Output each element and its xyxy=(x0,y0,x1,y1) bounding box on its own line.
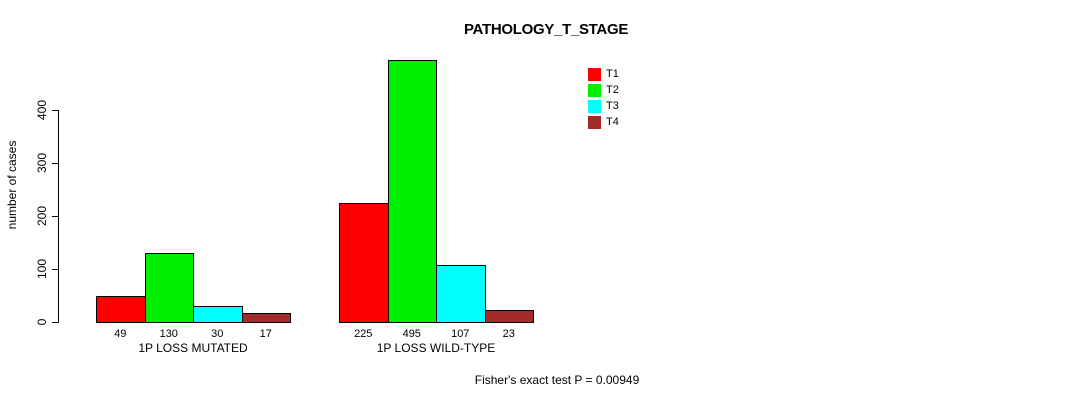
y-tick-mark xyxy=(52,163,58,164)
bar-value-label: 107 xyxy=(451,328,470,340)
y-tick-mark xyxy=(52,110,58,111)
y-axis-line xyxy=(58,110,59,323)
legend-item-t1: T1 xyxy=(588,66,619,82)
bar-value-label: 130 xyxy=(159,328,178,340)
legend-item-t3: T3 xyxy=(588,98,619,114)
chart-title: PATHOLOGY_T_STAGE xyxy=(463,21,629,38)
legend-swatch-t2 xyxy=(588,83,601,97)
footnote-text: Fisher's exact test P = 0.00949 xyxy=(474,373,640,387)
legend-item-t2: T2 xyxy=(588,82,619,98)
group-axis-label: 1P LOSS WILD-TYPE xyxy=(376,341,496,355)
y-tick-label: 100 xyxy=(35,258,49,280)
legend-label-t2: T2 xyxy=(606,83,619,96)
bar-value-label: 495 xyxy=(402,328,421,340)
bar-value-label: 17 xyxy=(259,328,272,340)
bar-t2-wildtype xyxy=(387,60,437,323)
bar-t1-wildtype xyxy=(339,203,389,323)
y-tick-label: 0 xyxy=(35,318,49,326)
legend-label-t1: T1 xyxy=(606,67,619,80)
y-tick-mark xyxy=(52,216,58,217)
legend-swatch-t1 xyxy=(588,67,601,81)
bar-t4-wildtype xyxy=(484,310,534,323)
group-axis-label: 1P LOSS MUTATED xyxy=(138,341,248,355)
bar-value-label: 225 xyxy=(354,328,373,340)
legend-swatch-t3 xyxy=(588,99,601,113)
y-tick-label: 200 xyxy=(35,205,49,227)
bar-value-label: 23 xyxy=(502,328,515,340)
bar-value-label: 49 xyxy=(114,328,127,340)
y-tick-label: 400 xyxy=(35,99,49,121)
bar-t4-mutated xyxy=(241,313,291,323)
legend-label-t3: T3 xyxy=(606,99,619,112)
legend-label-t4: T4 xyxy=(606,115,619,128)
bar-t3-wildtype xyxy=(436,265,486,323)
legend-swatch-t4 xyxy=(588,115,601,129)
bar-t2-mutated xyxy=(144,253,194,323)
legend: T1 T2 T3 T4 xyxy=(588,66,619,130)
y-axis-label: number of cases xyxy=(5,140,19,230)
legend-item-t4: T4 xyxy=(588,114,619,130)
bar-t1-mutated xyxy=(96,296,146,323)
y-tick-mark xyxy=(52,322,58,323)
y-tick-mark xyxy=(52,269,58,270)
y-tick-label: 300 xyxy=(35,152,49,174)
bar-t3-mutated xyxy=(193,306,243,323)
bar-value-label: 30 xyxy=(211,328,224,340)
